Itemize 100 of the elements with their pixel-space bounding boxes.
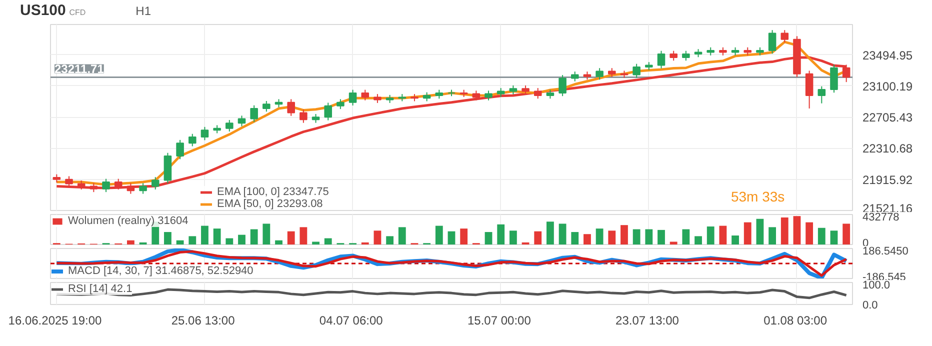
bar [287, 231, 295, 244]
bar [546, 222, 554, 244]
candlestick [596, 68, 604, 80]
y-tick-label: 23494.95 [862, 48, 913, 62]
bar [226, 238, 234, 244]
bar [658, 230, 665, 244]
bar [213, 228, 221, 244]
bar [448, 231, 456, 244]
y-tick-label: 22310.68 [862, 142, 913, 156]
bar [571, 232, 579, 244]
bar [706, 226, 714, 244]
candlestick [287, 98, 295, 116]
bar [793, 216, 801, 244]
bar [768, 227, 776, 244]
bar [497, 224, 505, 244]
candlestick [830, 64, 838, 94]
bar [238, 234, 246, 244]
x-tick-label: 04.07 06:00 [319, 314, 384, 328]
candlestick [200, 126, 209, 141]
chart-subtitle: CFD [69, 8, 86, 17]
y-tick-label: 21915.92 [862, 172, 913, 187]
candlestick [558, 74, 566, 97]
bar [682, 229, 690, 244]
candlestick [657, 50, 666, 69]
candlestick [570, 71, 579, 82]
y-tick-label: 22705.43 [862, 110, 913, 125]
x-tick-label: 25.06 13:00 [171, 314, 236, 328]
bar [176, 240, 184, 244]
bar [534, 231, 542, 244]
bar [300, 227, 308, 244]
bar [509, 230, 517, 244]
y-tick-label: 23100.19 [862, 79, 913, 94]
bar [744, 222, 752, 244]
candlestick [250, 104, 258, 122]
ref-line-label: 23211.71 [54, 62, 104, 76]
candlestick [818, 86, 826, 104]
bar [435, 226, 443, 244]
candlestick [632, 63, 640, 78]
candlestick [139, 182, 147, 194]
x-tick-label: 15.07 00:00 [467, 314, 532, 328]
bar [188, 236, 196, 244]
bar [694, 236, 702, 244]
candlestick [151, 176, 160, 190]
candlestick [102, 178, 110, 193]
bar [460, 228, 468, 244]
legend-label: MACD [14, 30, 7] 31.46875, 52.52940 [68, 265, 254, 277]
bar [818, 228, 826, 244]
bar [262, 224, 270, 244]
bar [250, 229, 258, 244]
candlestick [484, 90, 492, 101]
bar [386, 236, 394, 244]
legend-label: EMA [100, 0] 23347.75 [217, 186, 329, 198]
bar [584, 234, 591, 244]
candlestick [780, 30, 789, 43]
bar [312, 242, 320, 244]
bar [398, 227, 406, 244]
bar [670, 242, 678, 244]
candlestick [805, 70, 814, 109]
annotation: 53m 33s [730, 188, 785, 204]
candlestick [682, 50, 690, 62]
legend-label: Wolumen (realny) 31604 [68, 215, 188, 227]
x-tick-label: 23.07 13:00 [616, 314, 680, 328]
bar [806, 222, 814, 244]
candlestick [238, 115, 246, 127]
bar [127, 240, 134, 244]
legend-label: RSI [14] 42.1 [68, 283, 132, 295]
candlestick [324, 102, 332, 121]
y-tick-label: 0.0 [862, 300, 878, 312]
candlestick [534, 88, 542, 100]
bar [756, 218, 764, 244]
bar [201, 226, 208, 244]
x-tick-label: 16.06.2025 19:00 [8, 314, 102, 328]
candlestick [176, 139, 184, 160]
bar [830, 230, 838, 244]
bar [620, 225, 628, 244]
candlestick [226, 119, 234, 132]
x-tick-label: 01.08 03:00 [764, 314, 828, 328]
candlestick [188, 133, 196, 147]
candlestick [348, 89, 357, 106]
bar [780, 217, 788, 244]
text: H1 [136, 4, 152, 18]
candlestick [336, 98, 344, 110]
bar [596, 228, 604, 244]
legend-label: EMA [50, 0] 23293.08 [217, 198, 323, 210]
bar [645, 229, 653, 244]
bar [484, 232, 492, 244]
bar [374, 230, 382, 244]
bar [842, 224, 850, 244]
bar [719, 226, 727, 244]
bar [275, 240, 282, 244]
candlestick [262, 100, 270, 112]
bar [632, 229, 640, 244]
bar [324, 238, 332, 244]
bar [164, 232, 172, 244]
chart-title: US100 [20, 2, 66, 19]
candlestick [768, 30, 776, 54]
candlestick [361, 89, 370, 101]
bar [732, 235, 739, 244]
bar [608, 230, 616, 244]
candlestick [670, 50, 678, 62]
